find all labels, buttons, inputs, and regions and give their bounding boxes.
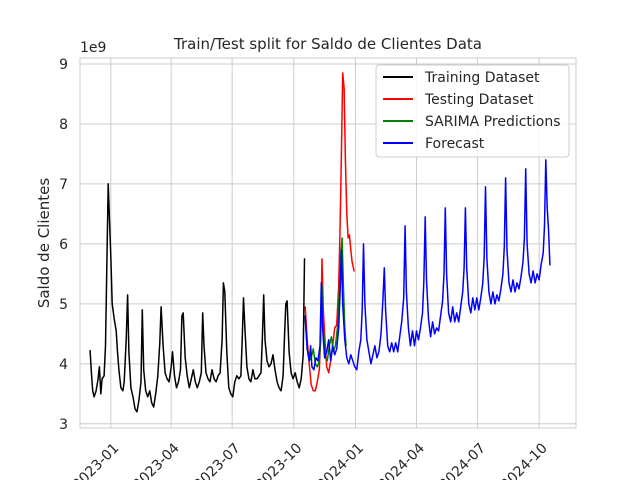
y-tick-label: 8	[59, 117, 68, 133]
series-line-forecast	[304, 159, 551, 371]
legend-box	[375, 64, 570, 158]
legend-label: SARIMA Predictions	[425, 114, 561, 130]
y-tick-label: 5	[59, 297, 68, 313]
legend-label: Training Dataset	[424, 70, 540, 86]
y-tick-label: 3	[59, 417, 68, 433]
legend-label: Forecast	[425, 136, 485, 152]
y-tick-label: 7	[59, 177, 68, 193]
legend: Training Dataset Testing Dataset SARIMA Pr…	[375, 64, 570, 158]
y-tick-label: 6	[59, 237, 68, 253]
chart-title: Train/Test split for Saldo de Clientes D…	[173, 35, 482, 53]
y-tick-label: 4	[59, 357, 68, 373]
y-axis-multiplier: 1e9	[80, 40, 106, 56]
y-tick-labels: 3 4 5 6 7 8 9	[59, 57, 68, 433]
legend-label: Testing Dataset	[424, 92, 534, 108]
series-line-training-dataset	[89, 183, 306, 413]
y-axis-title: Saldo de Clientes	[35, 178, 53, 309]
grid-lines	[80, 58, 576, 428]
y-tick-label: 9	[59, 57, 68, 73]
series-lines	[89, 72, 551, 413]
